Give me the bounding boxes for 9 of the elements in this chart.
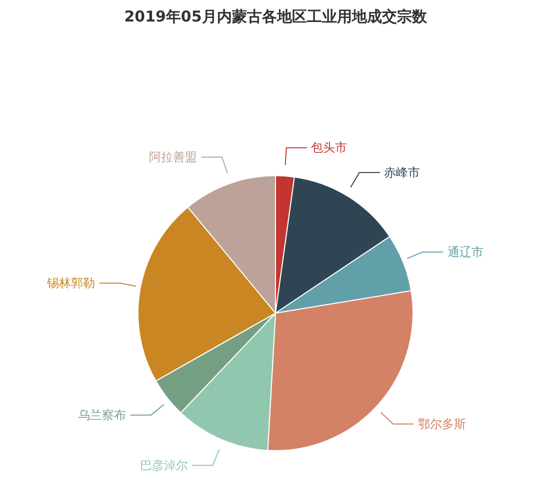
slice-label: 赤峰市 xyxy=(384,166,420,180)
slice-label: 鄂尔多斯 xyxy=(418,416,466,431)
slice-label: 通辽市 xyxy=(447,245,484,260)
slice-label: 乌兰察布 xyxy=(78,408,126,422)
slice-label: 阿拉善盟 xyxy=(149,150,198,164)
slice-label: 包头市 xyxy=(311,140,348,155)
slice-label: 锡林郭勒 xyxy=(46,276,96,290)
slice-label: 巴彦淖尔 xyxy=(140,458,188,472)
chart-title: 2019年05月内蒙古各地区工业用地成交宗数 xyxy=(124,8,428,26)
